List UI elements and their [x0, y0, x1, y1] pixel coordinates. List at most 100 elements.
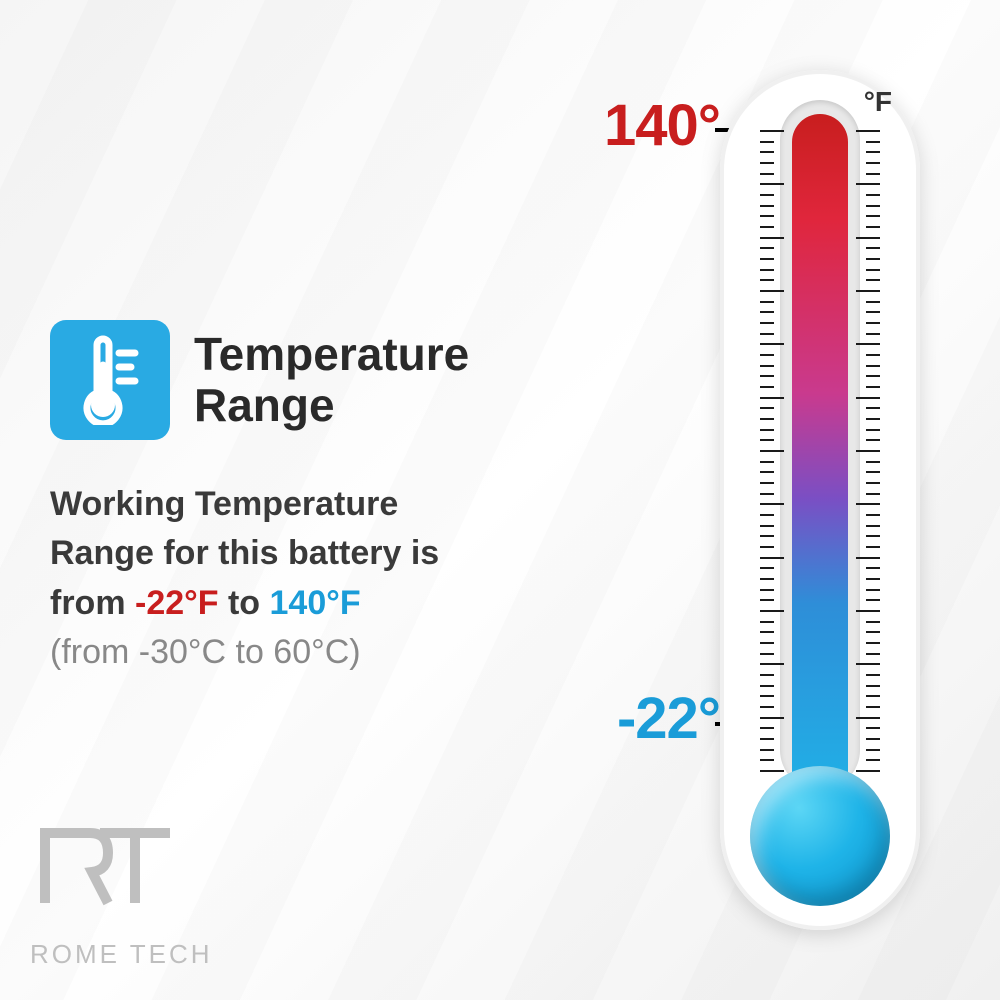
tick: [760, 663, 784, 665]
tick: [760, 578, 774, 580]
tick: [760, 621, 774, 623]
tick: [760, 461, 774, 463]
tick: [760, 194, 774, 196]
tick: [866, 247, 880, 249]
tick: [866, 621, 880, 623]
tick: [760, 290, 784, 292]
tick: [760, 301, 774, 303]
tick: [760, 407, 774, 409]
description: Working Temperature Range for this batte…: [50, 480, 570, 677]
tick: [760, 151, 774, 153]
tick: [760, 503, 784, 505]
tick: [866, 653, 880, 655]
tick: [760, 482, 774, 484]
tick: [866, 631, 880, 633]
tick: [760, 258, 774, 260]
tick: [760, 535, 774, 537]
tick: [760, 279, 774, 281]
tick: [760, 685, 774, 687]
tick: [760, 365, 774, 367]
tick: [866, 173, 880, 175]
tick: [760, 429, 774, 431]
tick: [866, 194, 880, 196]
tick: [760, 546, 774, 548]
tick: [866, 759, 880, 761]
tick: [760, 610, 784, 612]
tick: [866, 151, 880, 153]
tick: [760, 375, 774, 377]
tick: [760, 471, 774, 473]
thermometer-body: °F: [720, 70, 920, 930]
tick: [760, 269, 774, 271]
desc-mid: to: [219, 584, 270, 622]
content-panel: Temperature Range Working Temperature Ra…: [50, 320, 570, 677]
tick: [856, 557, 880, 559]
tick: [760, 557, 784, 559]
tick: [760, 674, 774, 676]
tick: [760, 322, 774, 324]
desc-line2: Range for this battery is: [50, 534, 439, 572]
tick: [856, 397, 880, 399]
tick: [866, 226, 880, 228]
title-row: Temperature Range: [50, 320, 570, 440]
tick: [866, 471, 880, 473]
tick: [866, 429, 880, 431]
tick: [866, 205, 880, 207]
tick: [760, 354, 774, 356]
tick: [866, 727, 880, 729]
tick: [760, 759, 774, 761]
tick: [760, 226, 774, 228]
tick: [866, 279, 880, 281]
unit-label: °F: [864, 86, 892, 118]
tick: [760, 599, 774, 601]
tick: [760, 418, 774, 420]
title-line2: Range: [194, 379, 335, 431]
tick: [866, 333, 880, 335]
tick: [760, 631, 774, 633]
tick: [866, 418, 880, 420]
tick: [760, 130, 784, 132]
tick: [856, 343, 880, 345]
tick: [760, 749, 774, 751]
tick: [760, 514, 774, 516]
tick: [866, 525, 880, 527]
tick: [760, 237, 784, 239]
tick: [760, 770, 784, 772]
tick: [760, 717, 784, 719]
tick: [760, 183, 784, 185]
tick: [866, 365, 880, 367]
thermometer-icon: [75, 335, 145, 425]
tick: [866, 578, 880, 580]
thermometer-bulb: [750, 766, 890, 906]
tick: [866, 642, 880, 644]
tick: [866, 439, 880, 441]
tick: [760, 386, 774, 388]
tick: [760, 333, 774, 335]
tick: [866, 535, 880, 537]
tick: [760, 311, 774, 313]
tick: [760, 525, 774, 527]
tick: [866, 162, 880, 164]
tick: [760, 215, 774, 217]
desc-prefix: from: [50, 584, 135, 622]
tick: [866, 567, 880, 569]
thermometer-icon-box: [50, 320, 170, 440]
tick: [866, 269, 880, 271]
tick: [760, 642, 774, 644]
thermometer-ticks: [760, 130, 880, 770]
tick: [760, 727, 774, 729]
brand-logo: ROME TECH: [30, 818, 213, 970]
tick: [866, 706, 880, 708]
tick: [760, 247, 774, 249]
tick: [866, 386, 880, 388]
tick: [760, 162, 774, 164]
tick: [856, 663, 880, 665]
tick: [760, 343, 784, 345]
tick: [856, 183, 880, 185]
brand-name: ROME TECH: [30, 939, 213, 970]
tick: [866, 749, 880, 751]
tick: [856, 770, 880, 772]
tick: [760, 439, 774, 441]
tick: [856, 290, 880, 292]
tick: [760, 653, 774, 655]
